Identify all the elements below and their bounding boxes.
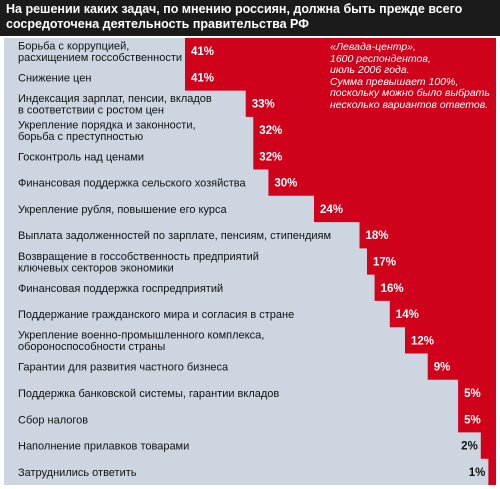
value-label: 9%: [434, 362, 451, 374]
value-label: 5%: [464, 414, 481, 426]
bars-silhouette: [185, 38, 496, 485]
value-label: 12%: [411, 335, 434, 347]
category-label: Финансовая поддержка госпредприятий: [18, 283, 223, 295]
category-label: Укрепление рубля, повышение его курса: [18, 204, 227, 216]
bar: [268, 170, 496, 196]
value-label: 2%: [461, 441, 478, 453]
category-label: Индексация зарплат, пенсии, вкладов в соо…: [18, 93, 212, 117]
category-label: Затруднились ответить: [18, 467, 137, 479]
value-label: 41%: [191, 72, 214, 84]
category-label: Поддержание гражданского мира и согласия…: [18, 309, 294, 321]
value-label: 16%: [381, 283, 404, 295]
value-label: 30%: [274, 178, 297, 190]
bar: [481, 432, 496, 458]
value-label: 18%: [366, 230, 389, 242]
source-note: «Левада-центр», 1600 респондентов, июль …: [330, 41, 490, 111]
value-label: 24%: [320, 204, 343, 216]
value-label: 32%: [259, 125, 282, 137]
value-label: 33%: [252, 99, 275, 111]
category-label: Выплата задолженностей по зарплате, пенс…: [18, 230, 331, 242]
category-label: Поддержка банковской системы, гарантии в…: [18, 388, 279, 400]
bar: [253, 143, 496, 169]
value-label: 5%: [464, 388, 481, 400]
bar: [488, 459, 496, 485]
category-label: Укрепление военно-промышленного комплекс…: [18, 330, 264, 354]
chart-title: На решении каких задач, по мнению россия…: [6, 2, 463, 31]
category-label: Госконтроль над ценами: [18, 151, 144, 163]
category-label: Укрепление порядка и законности, борьба с…: [18, 119, 196, 143]
value-label: 14%: [396, 309, 419, 321]
category-label: Возвращение в госсобственность предприят…: [18, 251, 259, 275]
category-label: Гарантии для развития частного бизнеса: [18, 362, 229, 374]
category-label: Финансовая поддержка сельского хозяйства: [18, 178, 247, 190]
category-label: Наполнение прилавков товарами: [18, 441, 189, 453]
value-label: 17%: [373, 257, 396, 269]
category-label: Сбор налогов: [18, 414, 88, 426]
value-label: 1%: [469, 467, 486, 479]
title-bar: На решении каких задач, по мнению россия…: [0, 0, 500, 36]
bar: [253, 117, 496, 143]
category-label: Снижение цен: [18, 72, 91, 84]
value-label: 32%: [259, 151, 282, 163]
category-label: Борьба с коррупцией, расхищением госсобст…: [18, 40, 182, 64]
value-label: 41%: [191, 46, 214, 58]
